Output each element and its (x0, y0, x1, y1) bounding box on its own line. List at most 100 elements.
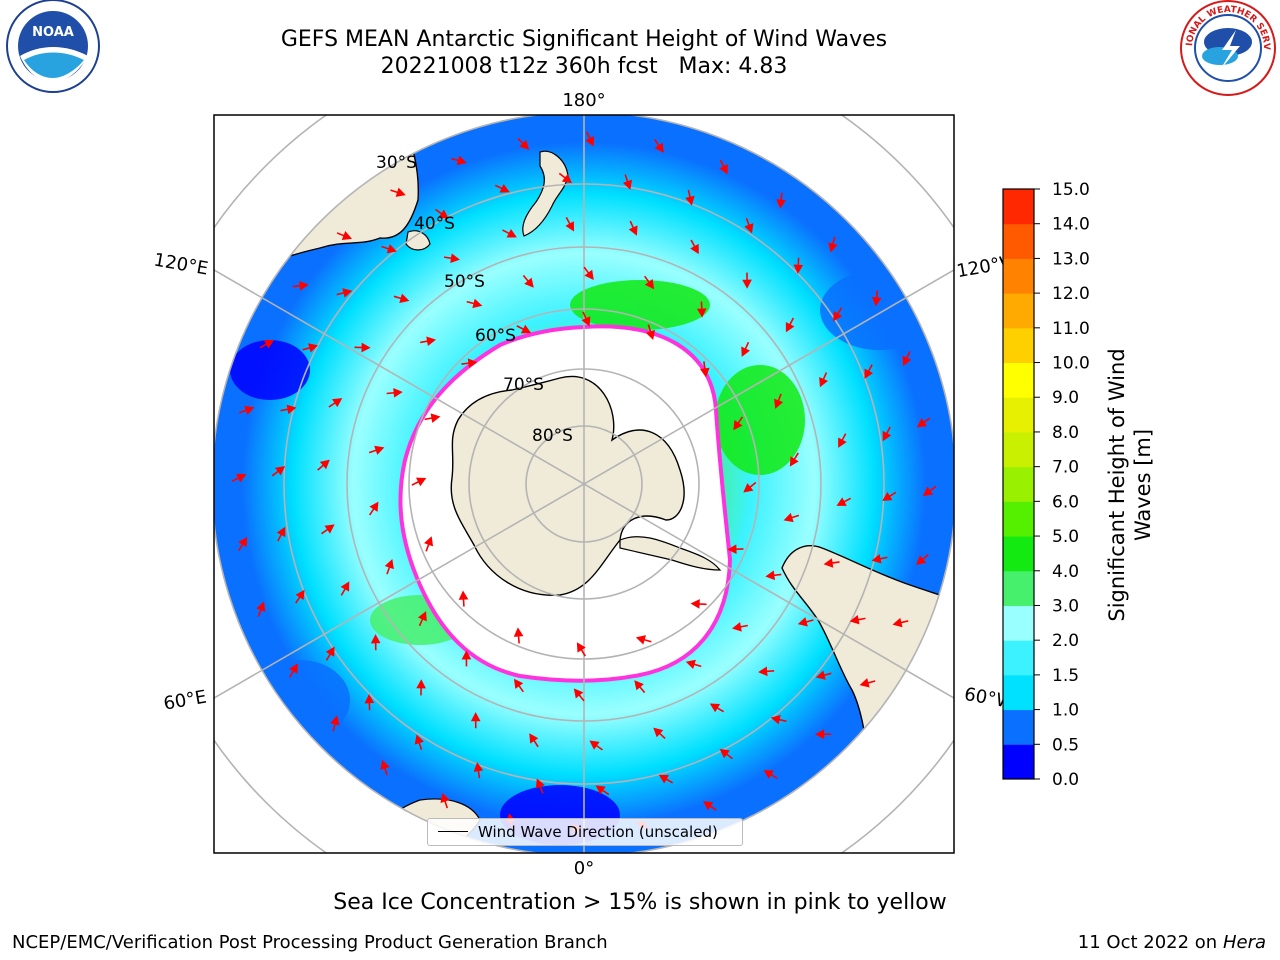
wave-arrow (451, 155, 467, 166)
wave-arrow (744, 217, 754, 234)
colorbar-tick-label: 2.0 (1052, 631, 1079, 651)
wave-arrow (696, 301, 707, 318)
wave-arrow (622, 174, 633, 190)
colorbar-bin (1003, 293, 1034, 329)
wave-arrow (238, 405, 255, 415)
wave-arrow (443, 253, 460, 263)
colorbar-bin (1003, 674, 1034, 711)
wave-arrow (461, 650, 472, 667)
colorbar-bin (1003, 744, 1034, 780)
wave-arrow (411, 477, 427, 487)
wave-arrow (864, 364, 874, 379)
wave-arrow (581, 311, 591, 327)
lat-label-40s: 40°S (414, 214, 455, 234)
colorbar-tick-label: 8.0 (1052, 423, 1079, 443)
wave-arrow (473, 762, 484, 779)
wave-arrow (916, 553, 929, 566)
colorbar-tick-label: 4.0 (1052, 562, 1079, 582)
wave-arrow (259, 339, 275, 349)
wave-arrow (368, 501, 379, 516)
lat-label-50s: 50°S (444, 272, 485, 292)
wave-arrow (423, 536, 434, 552)
title-line-2: 20221008 t12z 360h fcst Max: 4.83 (380, 54, 788, 79)
wave-arrow (302, 343, 319, 353)
wave-arrow (828, 236, 838, 253)
wave-arrow (882, 491, 897, 501)
wave-arrow (882, 426, 892, 442)
lat-label-70s: 70°S (503, 375, 544, 395)
lat-label-30s: 30°S (376, 153, 417, 173)
tasmania-land (405, 230, 431, 251)
wave-arrow (494, 183, 510, 193)
wave-arrow (435, 208, 449, 219)
svg-text:NOAA: NOAA (32, 25, 74, 40)
colorbar-frame (1002, 188, 1035, 780)
noaa-logo: NOAA (6, 0, 100, 93)
wave-arrow (231, 473, 247, 483)
wave-arrow (793, 257, 804, 274)
wave-arrow (634, 680, 646, 694)
wave-arrow (758, 666, 775, 677)
sea-ice-note: Sea Ice Concentration > 15% is shown in … (333, 890, 947, 915)
wave-arrow (458, 590, 469, 607)
wave-arrow (719, 159, 728, 175)
wave-arrow (321, 524, 335, 535)
colorbar-bin (1003, 570, 1034, 606)
wave-arrow (390, 187, 406, 197)
colorbar-bin (1003, 327, 1034, 364)
wave-arrow (595, 785, 610, 796)
colorbar-tick-label: 1.5 (1052, 666, 1079, 686)
colorbar-bin (1003, 640, 1034, 676)
colorbar-tick-label: 0.5 (1052, 735, 1079, 755)
legend-line-swatch (438, 831, 468, 832)
wave-arrow (288, 663, 298, 678)
wave-arrow (502, 228, 517, 238)
wave-arrow (658, 774, 674, 784)
wave-arrow (238, 536, 248, 551)
antarctica-land (450, 375, 685, 596)
lon-label-bottom: 0° (574, 858, 594, 879)
wave-arrow (295, 589, 305, 604)
wave-arrow (703, 801, 717, 811)
new-zealand-land (522, 150, 569, 237)
wave-arrow (393, 293, 410, 303)
wave-arrow (727, 544, 744, 555)
colorbar-bin (1003, 501, 1034, 537)
wave-arrow (317, 459, 330, 471)
wave-arrow (292, 281, 309, 291)
wave-arrow (741, 341, 750, 357)
wave-arrow (276, 526, 286, 542)
wave-arrow (823, 558, 840, 568)
wave-arrow (368, 445, 385, 455)
wave-arrow (384, 558, 394, 575)
wave-arrow (529, 733, 539, 748)
wave-arrow (414, 734, 424, 751)
wave-arrow (733, 416, 744, 431)
wave-arrow (470, 712, 481, 729)
colorbar-label-line2: Waves [m] (1131, 429, 1155, 541)
wave-arrow (871, 554, 888, 564)
wave-arrow (280, 404, 297, 415)
antarctic-peninsula (619, 536, 722, 571)
colorbar-tick-label: 12.0 (1052, 284, 1090, 304)
wave-arrow (517, 137, 530, 150)
wave-arrow (732, 622, 748, 632)
wave-arrow (859, 678, 876, 688)
wave-arrow (763, 770, 778, 780)
wave-arrow (583, 266, 594, 280)
wave-arrow (330, 715, 340, 732)
colorbar-bin (1003, 536, 1034, 572)
wave-arrow (654, 139, 664, 153)
lat-label-60s: 60°S (475, 326, 516, 346)
wave-arrow (354, 342, 371, 353)
wave-arrow (690, 239, 699, 255)
wave-arrow (325, 646, 335, 661)
wave-arrow (585, 131, 595, 147)
wave-arrow (643, 275, 655, 290)
wave-arrow (573, 688, 585, 702)
wave-arrow (535, 778, 545, 794)
colorbar: 0.0 0.5 1.0 1.5 2.0 3.0 4.0 5.0 6.0 7.0 8.0 9.0 10.0… (1003, 180, 1090, 790)
footer-machine: Hera (1222, 932, 1266, 953)
colorbar-tick-label: 10.0 (1052, 354, 1090, 374)
